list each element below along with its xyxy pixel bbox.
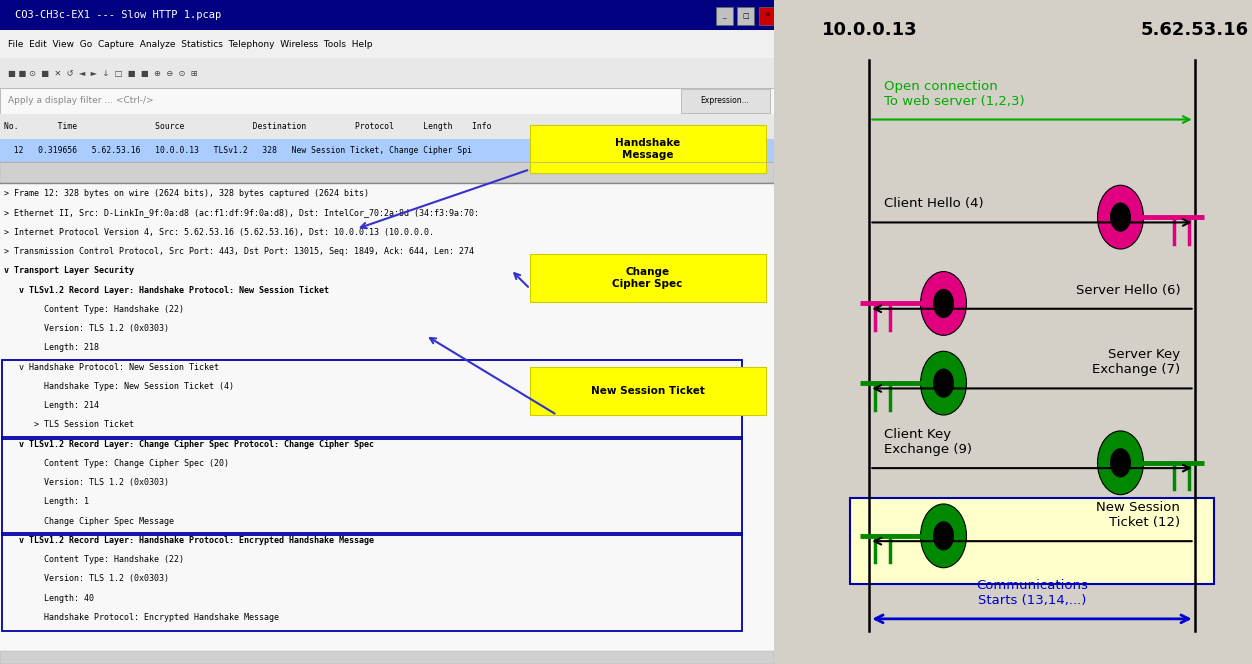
Circle shape <box>920 272 967 335</box>
Text: 10.0.0.13: 10.0.0.13 <box>821 21 918 39</box>
Text: Length: 214: Length: 214 <box>4 401 99 410</box>
Circle shape <box>1111 448 1131 477</box>
Text: New Session Ticket: New Session Ticket <box>591 386 705 396</box>
Text: 12   0.319656   5.62.53.16   10.0.0.13   TLSv1.2   328   New Session Ticket, Cha: 12 0.319656 5.62.53.16 10.0.0.13 TLSv1.2… <box>4 146 472 155</box>
FancyBboxPatch shape <box>0 651 774 664</box>
FancyBboxPatch shape <box>0 114 774 139</box>
FancyBboxPatch shape <box>0 0 774 30</box>
Text: > Transmission Control Protocol, Src Port: 443, Dst Port: 13015, Seq: 1849, Ack:: > Transmission Control Protocol, Src Por… <box>4 247 473 256</box>
Text: Change Cipher Spec Message: Change Cipher Spec Message <box>4 517 174 526</box>
Text: □: □ <box>742 13 749 19</box>
Text: Length: 1: Length: 1 <box>4 497 89 507</box>
Text: Content Type: Handshake (22): Content Type: Handshake (22) <box>4 305 184 314</box>
Text: ■ ■ ⊙  ■  ✕  ↺  ◄  ►  ↓  □  ■  ■  ⊕  ⊖  ⊙  ⊞: ■ ■ ⊙ ■ ✕ ↺ ◄ ► ↓ □ ■ ■ ⊕ ⊖ ⊙ ⊞ <box>8 68 198 78</box>
Text: Handshake Type: New Session Ticket (4): Handshake Type: New Session Ticket (4) <box>4 382 234 391</box>
Text: Expression...: Expression... <box>701 96 750 106</box>
FancyBboxPatch shape <box>530 125 766 173</box>
Text: ✕: ✕ <box>765 13 770 19</box>
Circle shape <box>1111 203 1131 232</box>
Text: v Handshake Protocol: New Session Ticket: v Handshake Protocol: New Session Ticket <box>4 363 219 372</box>
Text: v TLSv1.2 Record Layer: Handshake Protocol: Encrypted Handshake Message: v TLSv1.2 Record Layer: Handshake Protoc… <box>4 536 374 545</box>
FancyBboxPatch shape <box>0 183 774 651</box>
Text: v TLSv1.2 Record Layer: Change Cipher Spec Protocol: Change Cipher Spec: v TLSv1.2 Record Layer: Change Cipher Sp… <box>4 440 374 449</box>
Text: Apply a display filter ... <Ctrl-/>: Apply a display filter ... <Ctrl-/> <box>8 96 153 106</box>
Text: New Session
Ticket (12): New Session Ticket (12) <box>1097 501 1181 529</box>
FancyBboxPatch shape <box>530 254 766 302</box>
Text: Client Key
Exchange (9): Client Key Exchange (9) <box>884 428 972 456</box>
Text: v TLSv1.2 Record Layer: Handshake Protocol: New Session Ticket: v TLSv1.2 Record Layer: Handshake Protoc… <box>4 286 329 295</box>
Text: Length: 218: Length: 218 <box>4 343 99 353</box>
FancyBboxPatch shape <box>0 139 774 162</box>
Text: _: _ <box>722 13 726 19</box>
Text: > Ethernet II, Src: D-LinkIn_9f:0a:d8 (ac:f1:df:9f:0a:d8), Dst: IntelCor_70:2a:8: > Ethernet II, Src: D-LinkIn_9f:0a:d8 (a… <box>4 208 478 218</box>
Text: Version: TLS 1.2 (0x0303): Version: TLS 1.2 (0x0303) <box>4 324 169 333</box>
Text: Length: 40: Length: 40 <box>4 594 94 603</box>
Text: Content Type: Change Cipher Spec (20): Content Type: Change Cipher Spec (20) <box>4 459 229 468</box>
Text: Server Hello (6): Server Hello (6) <box>1075 284 1181 297</box>
FancyBboxPatch shape <box>681 89 770 113</box>
Text: Content Type: Handshake (22): Content Type: Handshake (22) <box>4 555 184 564</box>
Circle shape <box>933 521 954 550</box>
Circle shape <box>920 504 967 568</box>
FancyBboxPatch shape <box>737 7 755 25</box>
Circle shape <box>920 351 967 415</box>
FancyBboxPatch shape <box>530 367 766 415</box>
Text: Version: TLS 1.2 (0x0303): Version: TLS 1.2 (0x0303) <box>4 478 169 487</box>
FancyBboxPatch shape <box>0 162 774 183</box>
Text: > TLS Session Ticket: > TLS Session Ticket <box>4 420 134 430</box>
Circle shape <box>1098 431 1143 495</box>
FancyBboxPatch shape <box>0 58 774 88</box>
FancyBboxPatch shape <box>716 7 732 25</box>
Text: Communications
Starts (13,14,...): Communications Starts (13,14,...) <box>977 579 1088 607</box>
FancyBboxPatch shape <box>0 88 774 114</box>
Text: Open connection
To web server (1,2,3): Open connection To web server (1,2,3) <box>884 80 1024 108</box>
Text: Version: TLS 1.2 (0x0303): Version: TLS 1.2 (0x0303) <box>4 574 169 584</box>
Text: > Internet Protocol Version 4, Src: 5.62.53.16 (5.62.53.16), Dst: 10.0.0.13 (10.: > Internet Protocol Version 4, Src: 5.62… <box>4 228 434 237</box>
FancyBboxPatch shape <box>0 30 774 58</box>
FancyBboxPatch shape <box>850 498 1213 584</box>
Text: Handshake
Message: Handshake Message <box>615 138 680 159</box>
Text: v Transport Layer Security: v Transport Layer Security <box>4 266 134 276</box>
Text: Client Hello (4): Client Hello (4) <box>884 197 983 210</box>
Circle shape <box>1098 185 1143 249</box>
Text: CO3-CH3c-EX1 --- Slow HTTP 1.pcap: CO3-CH3c-EX1 --- Slow HTTP 1.pcap <box>15 9 222 20</box>
Text: No.        Time                Source              Destination          Protocol: No. Time Source Destination Protocol <box>4 122 491 131</box>
FancyBboxPatch shape <box>759 7 776 25</box>
Text: Change
Cipher Spec: Change Cipher Spec <box>612 268 682 289</box>
Text: 5.62.53.16: 5.62.53.16 <box>1141 21 1248 39</box>
Circle shape <box>933 289 954 318</box>
Text: Server Key
Exchange (7): Server Key Exchange (7) <box>1092 349 1181 376</box>
Text: File  Edit  View  Go  Capture  Analyze  Statistics  Telephony  Wireless  Tools  : File Edit View Go Capture Analyze Statis… <box>8 40 372 49</box>
Text: Handshake Protocol: Encrypted Handshake Message: Handshake Protocol: Encrypted Handshake … <box>4 613 279 622</box>
Text: > Frame 12: 328 bytes on wire (2624 bits), 328 bytes captured (2624 bits): > Frame 12: 328 bytes on wire (2624 bits… <box>4 189 369 199</box>
Circle shape <box>933 369 954 398</box>
